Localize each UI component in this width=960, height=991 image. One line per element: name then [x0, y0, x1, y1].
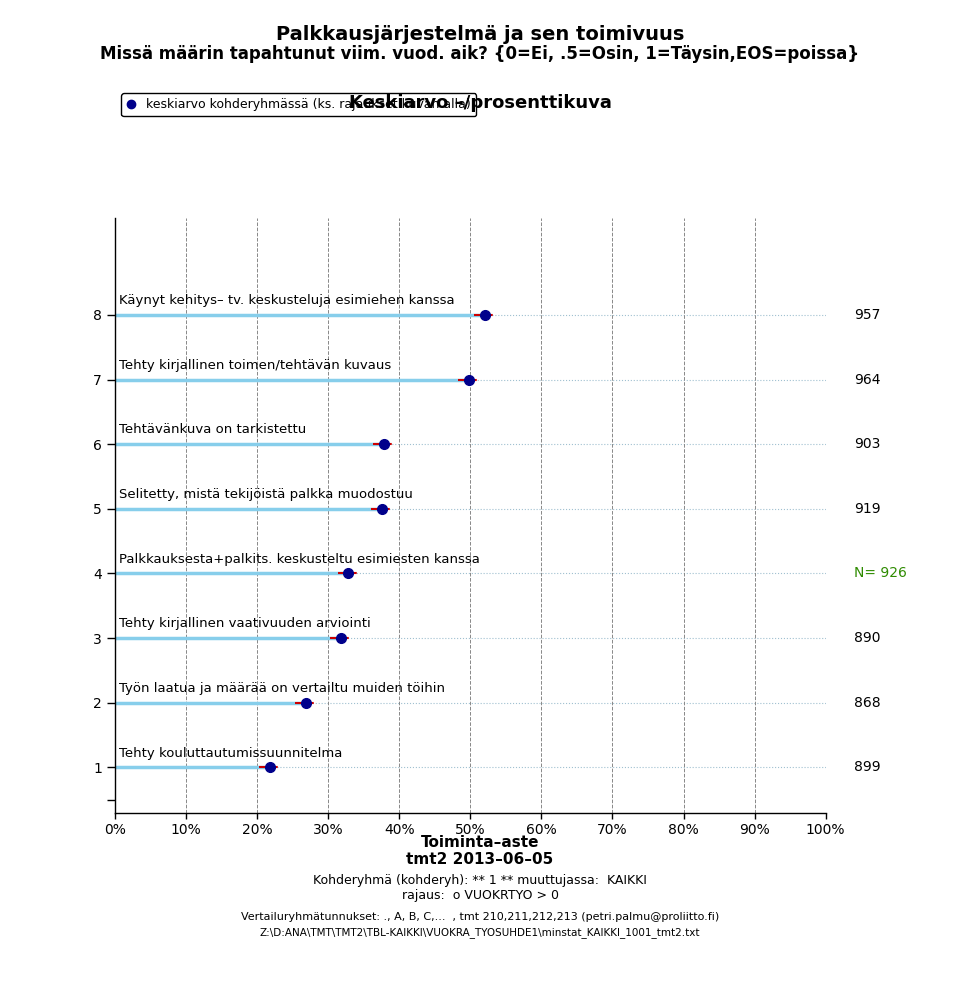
Text: Käynyt kehitys– tv. keskusteluja esimiehen kanssa: Käynyt kehitys– tv. keskusteluja esimieh… [119, 294, 454, 307]
Text: 890: 890 [854, 631, 880, 645]
Text: Z:\D:ANA\TMT\TMT2\TBL-KAIKKI\VUOKRA_TYOSUHDE1\minstat_KAIKKI_1001_tmt2.txt: Z:\D:ANA\TMT\TMT2\TBL-KAIKKI\VUOKRA_TYOS… [260, 928, 700, 938]
Text: Tehtävänkuva on tarkistettu: Tehtävänkuva on tarkistettu [119, 423, 306, 436]
Text: 903: 903 [854, 437, 880, 451]
Text: Palkkausjärjestelmä ja sen toimivuus: Palkkausjärjestelmä ja sen toimivuus [276, 25, 684, 44]
Text: Tehty kouluttautumissuunnitelma: Tehty kouluttautumissuunnitelma [119, 746, 342, 760]
Text: Selitetty, mistä tekijöistä palkka muodostuu: Selitetty, mistä tekijöistä palkka muodo… [119, 489, 413, 501]
Text: Missä määrin tapahtunut viim. vuod. aik? {0=Ei, .5=Osin, 1=Täysin,EOS=poissa}: Missä määrin tapahtunut viim. vuod. aik?… [101, 45, 859, 62]
Text: Toiminta–aste: Toiminta–aste [420, 835, 540, 850]
Text: Tehty kirjallinen vaativuuden arviointi: Tehty kirjallinen vaativuuden arviointi [119, 617, 371, 630]
Text: Palkkauksesta+palkits. keskusteltu esimiesten kanssa: Palkkauksesta+palkits. keskusteltu esimi… [119, 553, 480, 566]
Text: 919: 919 [854, 501, 880, 516]
Text: Keskiarvo –/prosenttikuva: Keskiarvo –/prosenttikuva [348, 94, 612, 112]
Text: 957: 957 [854, 308, 880, 322]
Text: 899: 899 [854, 760, 880, 774]
Text: Kohderyhmä (kohderyh): ** 1 ** muuttujassa:  KAIKKI: Kohderyhmä (kohderyh): ** 1 ** muuttujas… [313, 874, 647, 887]
Text: rajaus:  o VUOKRTYO > 0: rajaus: o VUOKRTYO > 0 [401, 889, 559, 902]
Text: Työn laatua ja määrää on vertailtu muiden töihin: Työn laatua ja määrää on vertailtu muide… [119, 682, 444, 695]
Legend: keskiarvo kohderyhmässä (ks. rajaukset kuvan alla): keskiarvo kohderyhmässä (ks. rajaukset k… [122, 93, 476, 117]
Text: Tehty kirjallinen toimen/tehtävän kuvaus: Tehty kirjallinen toimen/tehtävän kuvaus [119, 359, 391, 372]
Text: Vertailuryhmätunnukset: ., A, B, C,...  , tmt 210,211,212,213 (petri.palmu@proli: Vertailuryhmätunnukset: ., A, B, C,... ,… [241, 912, 719, 922]
Text: N= 926: N= 926 [854, 567, 907, 581]
Text: tmt2 2013–06–05: tmt2 2013–06–05 [406, 852, 554, 867]
Text: 964: 964 [854, 373, 880, 386]
Text: 868: 868 [854, 696, 880, 710]
